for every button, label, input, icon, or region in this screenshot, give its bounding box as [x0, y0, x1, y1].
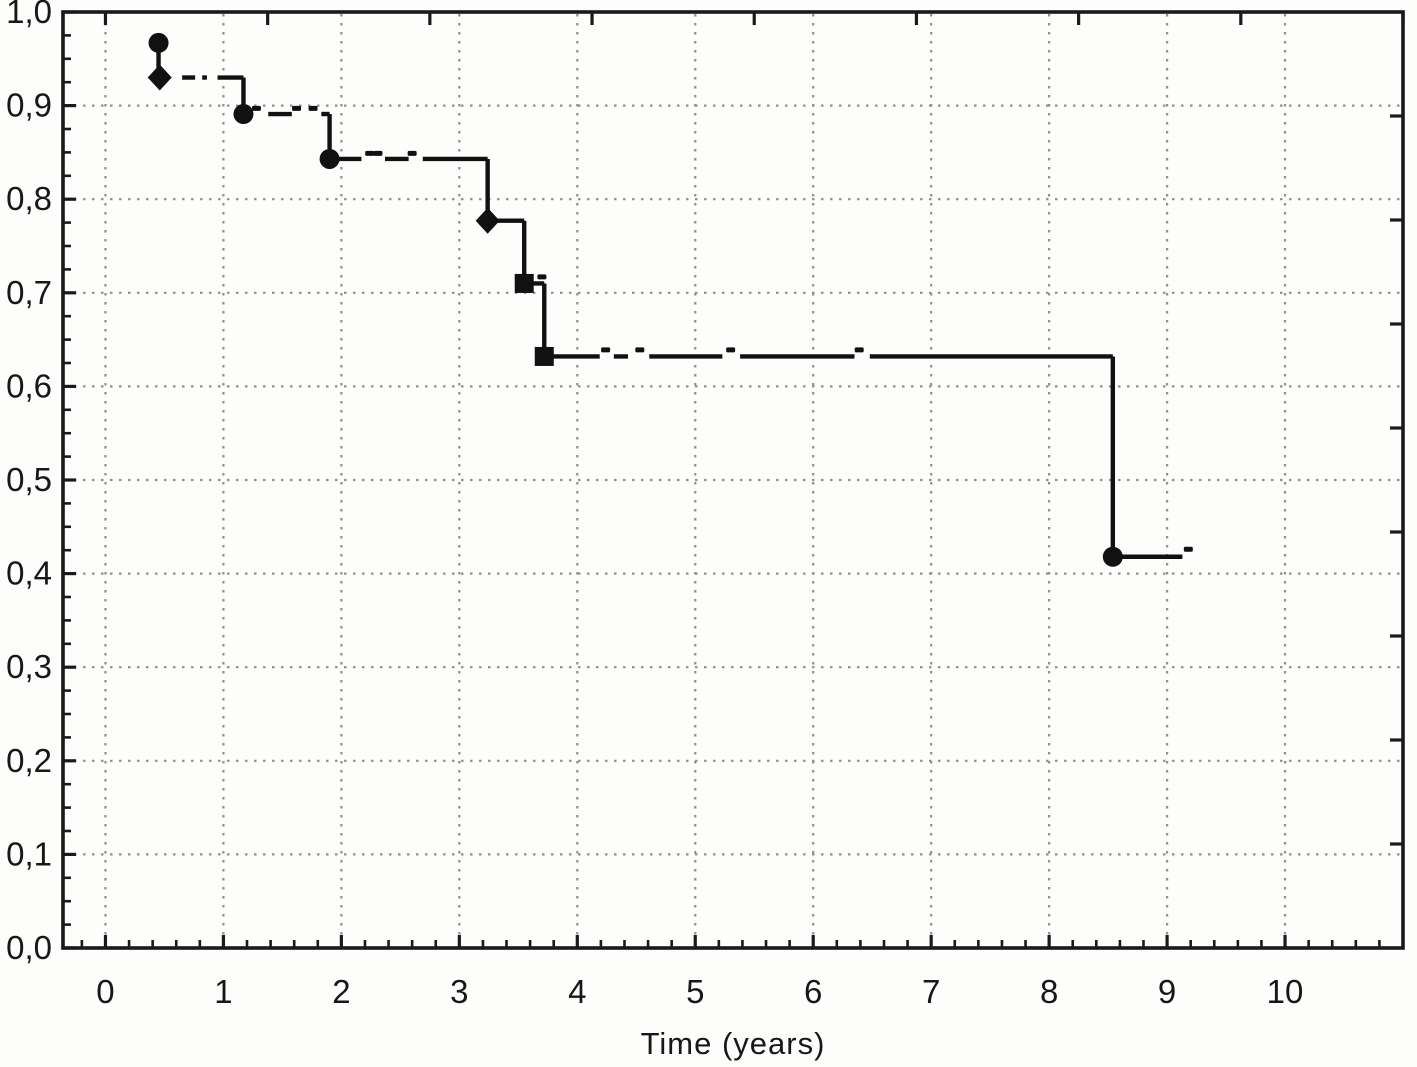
y-tick-label: 0,5: [6, 461, 52, 498]
x-tick-label: 1: [214, 973, 232, 1010]
censor-mark: [726, 347, 736, 353]
y-tick-label: 0,3: [6, 648, 52, 685]
y-tick-label: 0,1: [6, 835, 52, 872]
axis-labels: 1,0 0,9 0,8 0,7 0,6 0,5 0,4 0,3 0,2 0,1 0,0 0 1 2 3 4 5 6…: [6, 0, 1303, 1010]
event-marker-circle: [233, 104, 254, 125]
x-tick-label: 9: [1158, 973, 1176, 1010]
event-marker-square: [514, 273, 534, 293]
x-tick-label: 10: [1267, 973, 1304, 1010]
x-tick-label: 5: [686, 973, 704, 1010]
censor-marks: [251, 105, 1193, 552]
event-markers: [147, 32, 1123, 567]
x-axis-title: Time (years): [640, 1026, 826, 1061]
x-tick-label: 0: [96, 973, 114, 1010]
y-tick-label: 0,6: [6, 367, 52, 404]
censor-mark: [1183, 546, 1193, 552]
y-tick-label: 0,0: [6, 929, 52, 966]
x-tick-label: 7: [922, 973, 940, 1010]
censor-mark: [308, 105, 318, 111]
y-tick-label: 0,7: [6, 274, 52, 311]
censor-mark: [854, 347, 864, 353]
event-marker-circle: [319, 148, 340, 169]
plot-border: [61, 10, 1405, 950]
censor-mark: [601, 347, 611, 353]
event-marker-circle: [1102, 546, 1123, 567]
x-tick-label: 6: [804, 973, 822, 1010]
x-tick-label: 8: [1040, 973, 1058, 1010]
x-tick-label: 3: [450, 973, 468, 1010]
x-tick-label: 4: [568, 973, 586, 1010]
censor-mark: [292, 105, 302, 111]
survival-curve: [156, 42, 1183, 559]
y-tick-label: 0,8: [6, 180, 52, 217]
x-tick-label: 2: [332, 973, 350, 1010]
event-marker-diamond: [475, 207, 500, 234]
censor-mark: [407, 150, 417, 156]
event-marker-diamond: [147, 64, 172, 91]
censor-mark: [635, 347, 645, 353]
event-marker-circle: [148, 32, 169, 53]
censor-mark: [373, 150, 383, 156]
censor-mark: [251, 105, 261, 111]
y-tick-label: 1,0: [6, 0, 52, 30]
y-tick-label: 0,4: [6, 555, 52, 592]
y-tick-label: 0,2: [6, 742, 52, 779]
censor-mark: [365, 150, 375, 156]
censor-mark: [537, 274, 547, 280]
plot-frame: [61, 10, 1405, 950]
y-tick-label: 0,9: [6, 87, 52, 124]
gridlines: [65, 14, 1401, 946]
event-marker-square: [534, 346, 554, 366]
